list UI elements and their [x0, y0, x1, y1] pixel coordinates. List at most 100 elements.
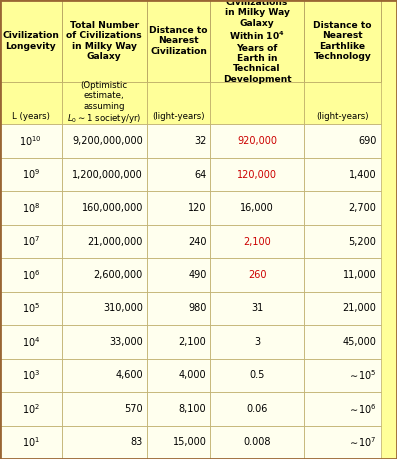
- Text: Distance to
Nearest
Civilization: Distance to Nearest Civilization: [149, 26, 208, 56]
- Bar: [210, 291, 304, 325]
- Bar: [210, 191, 304, 225]
- Text: 0.5: 0.5: [249, 370, 265, 381]
- Text: $10^{6}$: $10^{6}$: [21, 268, 40, 282]
- Text: Civilization
Longevity: Civilization Longevity: [2, 31, 59, 50]
- Text: $\sim\!10^5$: $\sim\!10^5$: [348, 369, 376, 382]
- Text: 2,100: 2,100: [243, 236, 271, 246]
- Text: 3: 3: [254, 337, 260, 347]
- Text: 16,000: 16,000: [240, 203, 274, 213]
- Bar: [62, 82, 147, 124]
- Text: 45,000: 45,000: [343, 337, 376, 347]
- Text: Civilizations
in Milky Way
Galaxy
Within $\mathbf{10^4}$
Years of
Earth in
Techn: Civilizations in Milky Way Galaxy Within…: [223, 0, 291, 84]
- Bar: [0, 124, 62, 158]
- Text: 4,000: 4,000: [179, 370, 206, 381]
- Bar: [147, 425, 210, 459]
- Bar: [62, 358, 147, 392]
- Text: Total Number
of Civilizations
in Milky Way
Galaxy: Total Number of Civilizations in Milky W…: [66, 21, 142, 61]
- Bar: [62, 191, 147, 225]
- Bar: [62, 325, 147, 358]
- Bar: [0, 358, 62, 392]
- Bar: [0, 291, 62, 325]
- Text: 240: 240: [188, 236, 206, 246]
- Text: $10^{7}$: $10^{7}$: [22, 235, 40, 248]
- Text: 31: 31: [251, 303, 263, 313]
- Bar: [0, 425, 62, 459]
- Text: 2,600,000: 2,600,000: [94, 270, 143, 280]
- Text: 920,000: 920,000: [237, 136, 277, 146]
- Text: $\sim\!10^7$: $\sim\!10^7$: [348, 436, 376, 449]
- Text: 33,000: 33,000: [109, 337, 143, 347]
- Text: 260: 260: [248, 270, 266, 280]
- Bar: [147, 291, 210, 325]
- Text: $10^{3}$: $10^{3}$: [21, 369, 40, 382]
- Bar: [62, 425, 147, 459]
- Text: $10^{9}$: $10^{9}$: [22, 168, 40, 181]
- Text: 570: 570: [124, 404, 143, 414]
- Bar: [210, 225, 304, 258]
- Text: 160,000,000: 160,000,000: [81, 203, 143, 213]
- Bar: [304, 425, 381, 459]
- Bar: [0, 392, 62, 425]
- Bar: [147, 124, 210, 158]
- Bar: [62, 158, 147, 191]
- Text: 0.008: 0.008: [243, 437, 271, 447]
- Bar: [304, 0, 381, 82]
- Bar: [147, 225, 210, 258]
- Text: $10^{1}$: $10^{1}$: [22, 436, 40, 449]
- Bar: [304, 291, 381, 325]
- Text: 690: 690: [358, 136, 376, 146]
- Bar: [210, 325, 304, 358]
- Text: 4,600: 4,600: [115, 370, 143, 381]
- Bar: [62, 225, 147, 258]
- Text: $10^{5}$: $10^{5}$: [22, 302, 40, 315]
- Text: 1,200,000,000: 1,200,000,000: [72, 169, 143, 179]
- Text: 120: 120: [188, 203, 206, 213]
- Bar: [147, 191, 210, 225]
- Text: $10^{4}$: $10^{4}$: [21, 335, 40, 349]
- Bar: [304, 258, 381, 291]
- Text: (Optimistic
estimate,
assuming
$L_0{\sim}1$ society/yr): (Optimistic estimate, assuming $L_0{\sim…: [67, 81, 141, 125]
- Text: 11,000: 11,000: [343, 270, 376, 280]
- Bar: [62, 392, 147, 425]
- Bar: [304, 358, 381, 392]
- Bar: [0, 191, 62, 225]
- Text: 490: 490: [188, 270, 206, 280]
- Bar: [147, 258, 210, 291]
- Bar: [147, 158, 210, 191]
- Bar: [0, 0, 62, 82]
- Text: $\sim\!10^6$: $\sim\!10^6$: [347, 402, 376, 416]
- Bar: [210, 124, 304, 158]
- Bar: [210, 425, 304, 459]
- Text: (light-years): (light-years): [316, 112, 369, 121]
- Bar: [0, 258, 62, 291]
- Bar: [304, 225, 381, 258]
- Bar: [304, 82, 381, 124]
- Text: $10^{10}$: $10^{10}$: [19, 134, 42, 148]
- Text: $10^{2}$: $10^{2}$: [22, 402, 40, 416]
- Bar: [304, 392, 381, 425]
- Text: 310,000: 310,000: [103, 303, 143, 313]
- Text: 64: 64: [194, 169, 206, 179]
- Text: Distance to
Nearest
Earthlike
Technology: Distance to Nearest Earthlike Technology: [313, 21, 372, 61]
- Text: 2,100: 2,100: [179, 337, 206, 347]
- Bar: [147, 82, 210, 124]
- Text: $10^{8}$: $10^{8}$: [21, 201, 40, 215]
- Bar: [147, 392, 210, 425]
- Text: 2,700: 2,700: [349, 203, 376, 213]
- Text: 1,400: 1,400: [349, 169, 376, 179]
- Bar: [210, 82, 304, 124]
- Text: 83: 83: [131, 437, 143, 447]
- Bar: [304, 158, 381, 191]
- Bar: [0, 82, 62, 124]
- Bar: [0, 325, 62, 358]
- Bar: [0, 225, 62, 258]
- Text: 21,000: 21,000: [343, 303, 376, 313]
- Text: 9,200,000,000: 9,200,000,000: [72, 136, 143, 146]
- Bar: [304, 325, 381, 358]
- Bar: [210, 0, 304, 82]
- Bar: [210, 358, 304, 392]
- Bar: [210, 392, 304, 425]
- Bar: [62, 291, 147, 325]
- Text: 32: 32: [194, 136, 206, 146]
- Bar: [210, 258, 304, 291]
